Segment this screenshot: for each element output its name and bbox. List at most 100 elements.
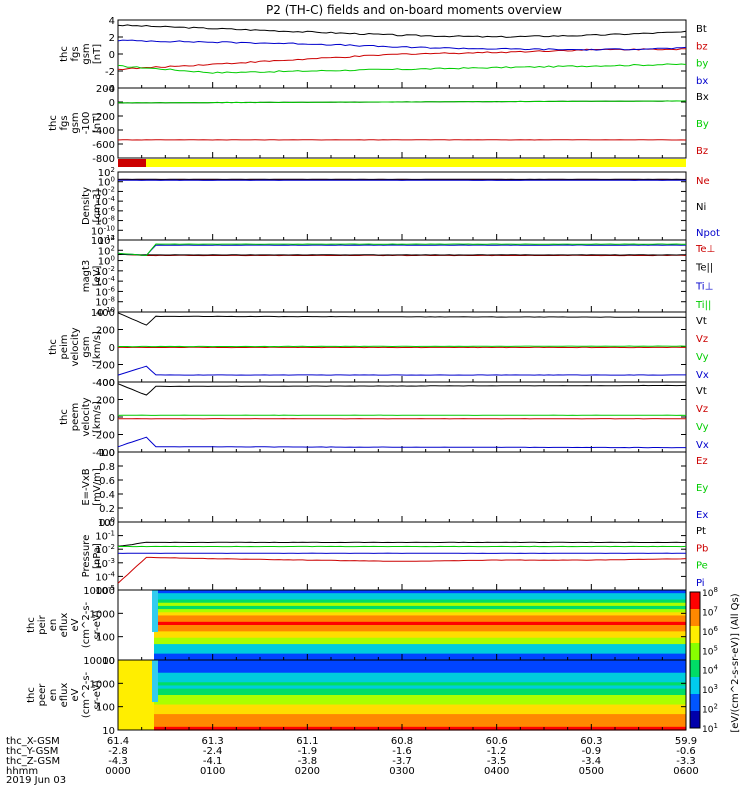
panel-5: 400 200 0 -200 -400 thc peim velocity gsm [km/s] V… — [48, 308, 709, 389]
ephemeris-value: -4.3 — [108, 756, 128, 767]
ephemeris-value: 0200 — [295, 766, 320, 777]
panel-1: 4 2 0 -2 -4 thc fgs gsm [nT] Bt bz by bx — [59, 16, 708, 95]
y-axis-label: eflux — [59, 683, 70, 708]
legend-entry: Pt — [696, 526, 706, 537]
ephemeris-value: 60.3 — [580, 736, 602, 747]
heatmap-gap-column — [152, 660, 158, 702]
ephemeris-value: -2.8 — [108, 746, 128, 757]
y-axis-label: peim — [59, 334, 70, 359]
colorbar-segment — [690, 677, 700, 695]
y-axis-label: [km/s] — [92, 401, 103, 433]
heatmap-band — [154, 720, 686, 725]
legend-entry: Ne — [696, 176, 710, 187]
ephemeris-value: 0100 — [200, 766, 225, 777]
ephemeris-value: -1.2 — [487, 746, 507, 757]
colorbar-tick-label: 101 — [702, 722, 718, 735]
y-tick-label: 4 — [109, 16, 115, 27]
heatmap-band — [154, 615, 686, 620]
y-axis-label: velocity — [70, 327, 81, 366]
ephemeris-value: -3.7 — [392, 756, 412, 767]
heatmap-band — [154, 590, 686, 594]
y-axis-label: -100 — [81, 112, 92, 135]
y-tick-label: 10000 — [83, 586, 115, 597]
series-line — [117, 244, 687, 256]
y-axis-label: eV — [70, 618, 81, 631]
y-axis-label: eflux — [59, 613, 70, 638]
heatmap-band — [154, 631, 686, 636]
y-axis-label: [km/s] — [92, 331, 103, 363]
y-tick-label: -200 — [92, 361, 115, 372]
legend-entry: Te⊥ — [695, 244, 715, 255]
colorbar-segment — [690, 609, 700, 627]
heatmap-band — [154, 644, 686, 648]
y-tick-label: -600 — [92, 140, 115, 151]
series-line — [117, 253, 686, 256]
y-tick-label: 10-4 — [95, 570, 115, 583]
ephemeris-value: 60.8 — [391, 736, 413, 747]
ephemeris-row-label: thc_Y-GSM — [6, 746, 58, 757]
legend-entry: Vx — [696, 370, 709, 381]
y-tick-label: 0.2 — [99, 504, 115, 515]
colorbar-tick-label: 106 — [702, 625, 718, 638]
series-line — [117, 436, 686, 449]
heatmap-band — [154, 650, 686, 655]
heatmap-band — [154, 688, 686, 693]
legend-entry: bz — [696, 41, 708, 52]
y-axis-label: (cm^2-s- — [81, 671, 92, 718]
heatmap-band — [154, 625, 686, 629]
heatmap-band — [154, 701, 686, 706]
y-tick-label: -200 — [92, 431, 115, 442]
heatmap-band — [154, 618, 686, 623]
ephemeris-value: 59.9 — [675, 736, 697, 747]
ephemeris-value: 0400 — [484, 766, 509, 777]
colorbar-segment — [690, 711, 700, 729]
ephemeris-row-label: hhmm — [6, 766, 38, 777]
panel-6: 400 200 0 -200 -400 thc peem velocity [km/s] Vt Vz… — [59, 378, 709, 459]
y-tick-label: 10000 — [83, 656, 115, 667]
legend-entry: Bz — [696, 146, 708, 157]
series-line — [118, 100, 686, 104]
y-tick-label: 400 — [96, 378, 115, 389]
y-tick-label: -2 — [105, 67, 115, 78]
y-axis-label: en — [48, 619, 59, 632]
heatmap-initial-segment — [118, 590, 154, 660]
y-axis-label: thc — [48, 115, 59, 131]
series-line — [117, 24, 687, 38]
y-axis-label: peir — [37, 614, 48, 634]
y-axis-label: [eV] — [92, 266, 103, 287]
series-line — [117, 383, 687, 396]
y-axis-label: eV — [70, 688, 81, 701]
y-axis-label: gsm — [81, 43, 92, 64]
heatmap-band — [154, 593, 686, 597]
y-axis-label: thc — [48, 339, 59, 355]
legend-entry: Npot — [696, 228, 720, 239]
y-tick-label: 100 — [96, 633, 115, 644]
series-line — [118, 345, 687, 348]
ephemeris-row-label: thc_X-GSM — [6, 736, 60, 747]
heatmap-band — [154, 640, 686, 645]
y-tick-label: 10-1 — [95, 530, 115, 543]
legend-entry: Ez — [696, 456, 708, 467]
y-axis-label: fgs — [70, 46, 81, 61]
heatmap-band — [154, 596, 686, 601]
ephemeris-value: 0300 — [389, 766, 414, 777]
y-tick-label: 0.4 — [99, 490, 115, 501]
y-axis-label: (cm^2-s- — [81, 601, 92, 648]
y-tick-label: -400 — [92, 126, 115, 137]
y-tick-label: 200 — [96, 326, 115, 337]
colorbar-segment — [690, 626, 700, 644]
heatmap-band — [154, 723, 686, 728]
plot-title: P2 (TH-C) fields and on-board moments ov… — [266, 3, 562, 17]
heatmap-band — [154, 669, 686, 674]
y-axis-label: magt3 — [81, 260, 92, 293]
legend-entry: bx — [696, 76, 708, 87]
legend-entry: by — [696, 59, 708, 70]
legend-entry: Vt — [696, 386, 707, 397]
y-axis-label: velocity — [81, 397, 92, 436]
legend-entry: Ey — [696, 483, 708, 494]
y-axis-label: fgs — [59, 115, 70, 130]
ephemeris-row-label: thc_Z-GSM — [6, 756, 60, 767]
y-tick-label: -4 — [105, 84, 115, 95]
heatmap-band — [154, 637, 686, 642]
